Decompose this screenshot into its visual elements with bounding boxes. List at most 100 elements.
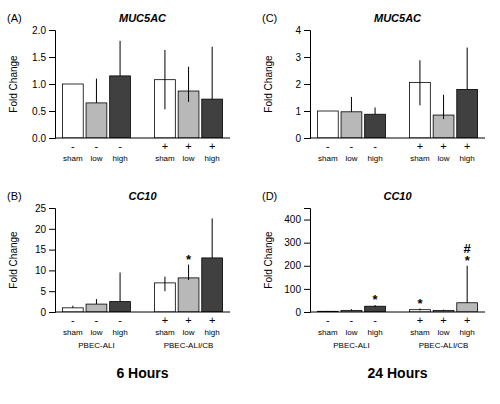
y-tick-mark [304, 266, 310, 267]
error-bar [96, 299, 97, 304]
category-label: low [90, 328, 102, 337]
category-label: sham [318, 154, 338, 163]
y-tick-label: 3 [295, 52, 301, 63]
treatment-label: + [162, 140, 168, 152]
y-tick-label: 20 [35, 224, 47, 235]
bar [62, 84, 83, 138]
treatment-label: + [209, 314, 215, 326]
x-axis-line [55, 138, 230, 139]
title: MUC5AC [119, 12, 167, 24]
y-tick: 10 [35, 265, 55, 276]
x-axis-title: 6 Hours [116, 365, 168, 381]
y-axis: 01234 [295, 25, 310, 144]
annotation: # [464, 241, 472, 256]
category-label: high [460, 154, 475, 163]
y-tick: 4 [295, 25, 310, 36]
y-tick-mark [49, 208, 55, 209]
y-tick: 400 [284, 214, 310, 225]
category-label: high [368, 328, 383, 337]
y-axis-line [304, 209, 311, 313]
category-label: high [205, 154, 220, 163]
y-tick: 0 [40, 307, 55, 318]
plot-area [317, 266, 477, 312]
treatment-label: - [350, 140, 354, 152]
category-label: high [205, 328, 220, 337]
annotation: * [186, 252, 192, 267]
y-tick-mark [49, 57, 55, 58]
plot-area [317, 48, 477, 138]
y-axis-line [304, 31, 311, 139]
bar [457, 303, 478, 312]
bar [317, 111, 338, 138]
y-tick-mark [49, 111, 55, 112]
panel-label: (C) [262, 12, 277, 24]
y-tick: 1 [295, 106, 310, 117]
panel: 01234---+++shamlowhighshamlowhighMUC5AC(… [262, 12, 485, 163]
bar [110, 302, 131, 312]
y-tick-mark [304, 57, 310, 58]
x-axis-line [310, 312, 485, 313]
y-tick-label: 0 [295, 133, 301, 144]
y-tick: 5 [40, 286, 55, 297]
y-tick: 3 [295, 52, 310, 63]
category-label: low [183, 154, 195, 163]
y-tick: 2.0 [32, 25, 55, 36]
error-bar [188, 67, 189, 102]
bar [62, 308, 83, 312]
y-tick: 300 [284, 237, 310, 248]
y-tick-label: 300 [284, 237, 301, 248]
y-tick-label: 5 [40, 286, 46, 297]
y-tick-mark [304, 312, 310, 313]
y-tick-label: 25 [35, 203, 47, 214]
treatment-label: + [162, 314, 168, 326]
y-tick-label: 1.0 [32, 79, 46, 90]
bar [457, 89, 478, 138]
category-label: low [438, 328, 450, 337]
category-label: low [183, 328, 195, 337]
bar [365, 306, 386, 312]
treatment-label: + [440, 140, 446, 152]
panel: 0.00.51.01.52.0---+++shamlowhighshamlowh… [7, 12, 230, 163]
title: CC10 [128, 190, 157, 202]
group-label: PBEC-ALI [78, 341, 114, 350]
bar [341, 112, 362, 138]
plot-area [62, 41, 222, 138]
treatment-label: + [417, 140, 423, 152]
y-tick-label: 10 [35, 265, 47, 276]
y-tick-mark [304, 138, 310, 139]
annotation: * [373, 292, 379, 307]
y-tick-label: 400 [284, 214, 301, 225]
y-tick-label: 200 [284, 260, 301, 271]
y-tick-mark [49, 250, 55, 251]
y-tick-mark [49, 229, 55, 230]
treatment-label: + [185, 140, 191, 152]
y-tick: 0 [295, 133, 310, 144]
y-tick: 0 [295, 307, 310, 318]
category-label: high [113, 328, 128, 337]
y-axis: 0 100 200 300 400 [284, 209, 310, 318]
bar [202, 99, 223, 138]
y-tick: 20 [35, 224, 55, 235]
treatment-label: - [326, 314, 330, 326]
treatment-label: - [95, 140, 99, 152]
y-tick-mark [304, 111, 310, 112]
category-label: high [460, 328, 475, 337]
group-label: PBEC-ALI [333, 341, 369, 350]
error-bar [96, 79, 97, 103]
y-tick-label: 0 [295, 307, 301, 318]
treatment-label: + [464, 314, 470, 326]
y-axis-title: Fold Change [263, 55, 274, 113]
error-bar [164, 50, 165, 109]
category-label: sham [63, 328, 83, 337]
y-axis: 0510152025 [35, 203, 56, 318]
y-tick-label: 1.5 [32, 52, 46, 63]
error-bar [164, 277, 165, 292]
category-label: high [113, 154, 128, 163]
treatment-label: - [118, 140, 122, 152]
y-tick-label: 100 [284, 284, 301, 295]
y-tick: 100 [284, 284, 310, 295]
error-bar [120, 41, 121, 76]
y-tick-mark [304, 289, 310, 290]
y-tick: 25 [35, 203, 55, 214]
category-label: sham [155, 328, 175, 337]
